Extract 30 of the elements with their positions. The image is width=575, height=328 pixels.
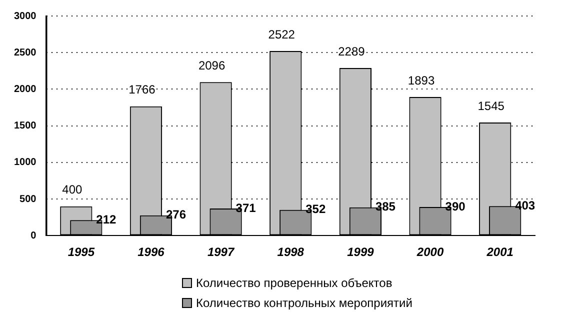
- data-label: 1893: [408, 73, 435, 88]
- y-tick-label: 2500: [14, 47, 37, 58]
- data-label: 371: [236, 200, 256, 215]
- data-label: 276: [166, 208, 186, 222]
- data-label: 2522: [268, 27, 296, 42]
- x-tick-label: 2000: [416, 245, 444, 260]
- x-tick-label: 1995: [68, 245, 95, 260]
- data-label: 1545: [478, 98, 505, 113]
- y-tick-label: 1500: [14, 120, 37, 132]
- x-tick-label: 1996: [138, 245, 165, 260]
- x-tick-label: 1998: [277, 245, 304, 260]
- legend-label: Количество контрольных мероприятий: [196, 296, 412, 310]
- data-label: 390: [445, 199, 466, 214]
- y-tick-label: 0: [30, 230, 37, 242]
- data-label: 385: [375, 200, 396, 214]
- data-label: 2096: [198, 58, 226, 72]
- y-tick-label: 1000: [14, 157, 37, 168]
- data-label: 400: [62, 182, 82, 197]
- data-label: 403: [515, 198, 536, 212]
- x-tick-label: 2001: [486, 245, 514, 260]
- data-label: 212: [96, 212, 117, 226]
- y-tick-label: 500: [20, 194, 37, 205]
- x-tick-label: 1997: [207, 245, 236, 260]
- data-label: 352: [306, 202, 326, 216]
- x-tick-label: 1999: [347, 245, 374, 260]
- data-label: 1766: [128, 82, 156, 97]
- data-label: 2289: [338, 44, 366, 58]
- legend-label: Количество проверенных объектов: [196, 276, 392, 290]
- y-tick-label: 2000: [14, 84, 37, 95]
- y-tick-label: 3000: [14, 10, 37, 22]
